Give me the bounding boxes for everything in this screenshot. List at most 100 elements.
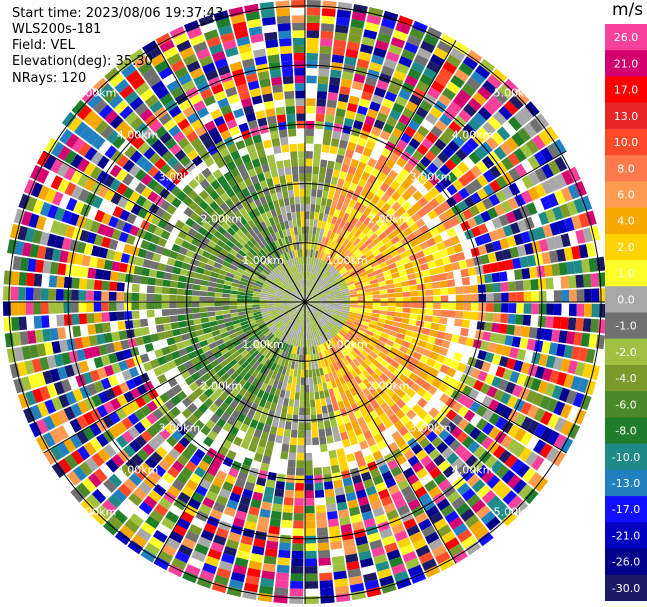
gate-cell (426, 237, 436, 247)
gate-cell (244, 520, 257, 531)
gate-cell (364, 291, 373, 296)
gate-cell (244, 295, 253, 299)
gate-cell (273, 199, 280, 209)
gate-cell (455, 302, 464, 311)
gate-cell (148, 269, 158, 278)
gate-cell (223, 313, 232, 319)
gate-cell (168, 250, 179, 260)
gate-cell (538, 290, 547, 302)
gate-cell (349, 436, 359, 446)
gate-cell (102, 499, 117, 514)
gate-cell (378, 488, 390, 500)
gate-cell (370, 282, 379, 288)
gate-cell (451, 166, 464, 179)
gate-cell (208, 281, 217, 288)
gate-cell (322, 190, 329, 199)
gate-cell (103, 444, 117, 458)
gate-cell (64, 364, 75, 378)
gate-cell (160, 363, 170, 374)
gate-cell (401, 201, 412, 212)
gate-cell (345, 491, 357, 502)
gate-cell (507, 424, 520, 438)
gate-cell (400, 359, 410, 368)
gate-cell (215, 287, 223, 293)
gate-cell (297, 430, 305, 438)
gate-cell (299, 181, 305, 189)
gate-cell (164, 423, 177, 435)
gate-cell (227, 93, 240, 105)
gate-cell (376, 79, 389, 91)
gate-cell (181, 448, 194, 461)
gate-cell (96, 367, 108, 380)
gate-cell (379, 25, 394, 37)
gate-cell (275, 434, 283, 444)
gate-cell (552, 206, 564, 221)
gate-cell (397, 537, 411, 549)
gate-cell (582, 363, 593, 379)
gate-cell (386, 196, 396, 207)
gate-cell (308, 288, 312, 296)
gate-cell (416, 173, 428, 185)
gate-cell (296, 308, 301, 315)
gate-cell (219, 147, 230, 158)
gate-cell (231, 316, 240, 322)
gate-cell (517, 219, 528, 232)
gate-cell (274, 488, 285, 498)
gate-cell (155, 32, 172, 47)
gate-cell (338, 509, 350, 519)
gate-cell (338, 139, 348, 149)
gate-cell (184, 283, 194, 290)
gate-cell (71, 277, 80, 289)
gate-cell (448, 101, 462, 115)
gate-cell (214, 306, 223, 311)
gate-cell (317, 276, 323, 284)
gate-cell (345, 241, 353, 250)
gate-cell (387, 306, 396, 312)
gate-cell (373, 143, 384, 154)
gate-cell (237, 308, 246, 313)
gate-cell (289, 251, 294, 259)
gate-cell (295, 307, 301, 315)
gate-cell (186, 27, 203, 40)
gate-cell (259, 305, 268, 309)
gate-cell (310, 307, 316, 314)
gate-cell (502, 121, 517, 136)
gate-cell (302, 256, 305, 265)
gate-cell (105, 342, 116, 354)
gate-cell (294, 307, 301, 314)
gate-cell (238, 287, 246, 293)
gate-cell (244, 254, 253, 262)
gate-cell (264, 400, 272, 410)
gate-cell (395, 302, 404, 308)
gate-cell (289, 329, 294, 338)
gate-cell (542, 368, 553, 382)
gate-cell (102, 322, 111, 333)
gate-cell (320, 327, 326, 335)
gate-cell (346, 280, 355, 286)
gate-cell (231, 485, 244, 496)
gate-cell (357, 391, 367, 401)
gate-cell (457, 161, 470, 174)
gate-cell (269, 288, 277, 293)
gate-cell (436, 441, 449, 454)
gate-cell (321, 252, 327, 261)
gate-cell (291, 422, 298, 431)
gate-cell (453, 370, 464, 381)
gate-cell (360, 258, 369, 265)
gate-cell (271, 337, 279, 345)
gate-cell (252, 309, 261, 313)
gate-cell (222, 351, 232, 360)
gate-cell (61, 210, 73, 224)
gate-cell (447, 490, 461, 504)
gate-cell (401, 485, 414, 498)
gate-cell (334, 31, 348, 41)
gate-cell (338, 424, 347, 434)
gate-cell (272, 317, 280, 323)
gate-cell (154, 317, 164, 325)
gate-cell (428, 407, 440, 419)
gate-cell (192, 313, 201, 319)
gate-cell (255, 110, 266, 120)
gate-cell (337, 319, 346, 325)
gate-cell (103, 478, 117, 493)
gate-cell (502, 368, 513, 381)
